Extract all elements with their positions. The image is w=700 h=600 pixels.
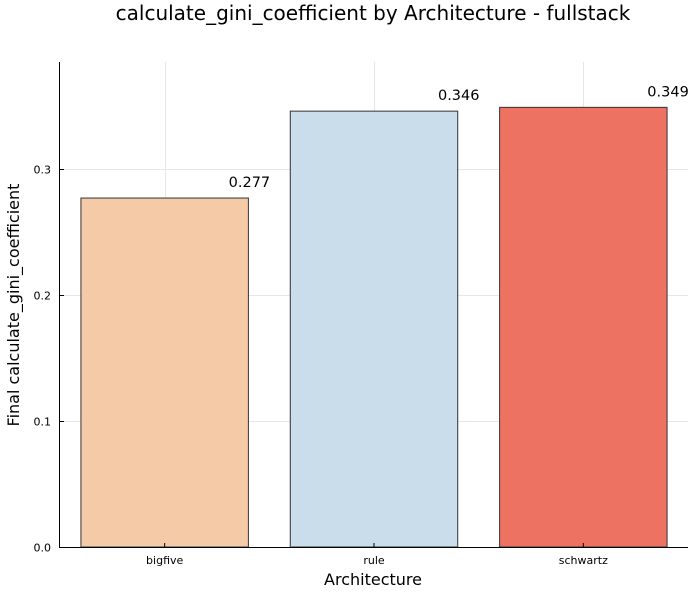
y-tick-label: 0.3 xyxy=(34,164,52,177)
data-label: 0.349 xyxy=(647,84,689,100)
y-axis-label: Final calculate_gini_coefficient xyxy=(4,184,24,427)
y-tick-label: 0.1 xyxy=(34,416,52,429)
chart-title: calculate_gini_coefficient by Architectu… xyxy=(116,1,631,25)
data-labels: 0.277 0.346 0.349 xyxy=(229,84,689,191)
x-ticks: bigfive rule schwartz xyxy=(146,543,608,567)
bar-schwartz xyxy=(499,106,668,548)
x-axis-label: Architecture xyxy=(324,570,422,589)
y-ticks: 0.0 0.1 0.2 0.3 xyxy=(34,164,64,555)
data-label: 0.277 xyxy=(229,175,271,191)
x-tick-label: schwartz xyxy=(559,554,608,567)
y-tick-label: 0.0 xyxy=(34,542,52,555)
data-label: 0.346 xyxy=(438,88,480,104)
x-tick-label: bigfive xyxy=(146,554,183,567)
axes xyxy=(59,62,688,548)
bar-rule xyxy=(289,110,459,548)
y-tick-label: 0.2 xyxy=(34,290,52,303)
bar-bigfive xyxy=(80,197,249,548)
x-tick-label: rule xyxy=(363,554,385,567)
bars xyxy=(80,106,668,548)
